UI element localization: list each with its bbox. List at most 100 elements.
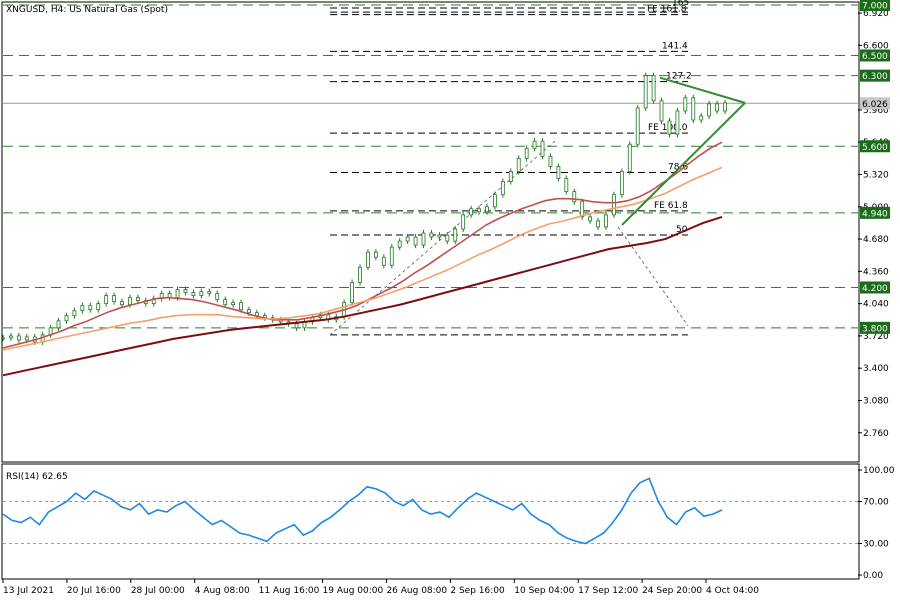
level-tag bbox=[860, 69, 890, 82]
candle-body bbox=[508, 171, 513, 182]
candle-body bbox=[453, 228, 458, 242]
y-tick-label: 5.960 bbox=[863, 106, 889, 116]
y-tick-label: 5.320 bbox=[863, 170, 889, 180]
main-panel bbox=[1, 1, 860, 463]
candle-body bbox=[405, 236, 410, 242]
candle-body bbox=[461, 214, 466, 230]
candle-body bbox=[532, 140, 537, 149]
candle-body bbox=[135, 297, 140, 301]
candle-body bbox=[651, 75, 656, 102]
y-tick-label: 3.720 bbox=[863, 332, 889, 342]
fib-label: 165 bbox=[672, 0, 689, 8]
candle-body bbox=[627, 143, 632, 172]
triangle-pattern bbox=[621, 76, 746, 226]
rsi-tick-label: 0.00 bbox=[863, 571, 883, 581]
candle-body bbox=[619, 171, 624, 196]
x-axis: 13 Jul 2021 20 Jul 16:00 28 Jul 00:00 4 Aug… bbox=[2, 579, 759, 596]
rsi-panel bbox=[1, 463, 860, 580]
price-tags: 7.000 6.500 6.300 5.600 4.940 4.200 3.800 6.026 bbox=[860, 0, 890, 334]
triangle-upper-line bbox=[659, 76, 746, 104]
y-tick-label: 4.680 bbox=[863, 235, 889, 245]
candle-body bbox=[691, 97, 696, 121]
moving-average-line bbox=[2, 166, 723, 351]
series-group bbox=[1, 72, 727, 377]
candle-body bbox=[516, 157, 521, 172]
candle-body bbox=[16, 335, 21, 341]
y-tick-label: 2.760 bbox=[863, 429, 889, 439]
candle-body bbox=[421, 232, 426, 246]
candle-body bbox=[381, 256, 386, 266]
candle-body bbox=[64, 315, 69, 322]
candle-body bbox=[524, 147, 529, 159]
candle-body bbox=[429, 232, 434, 238]
fib-label: 141.4 bbox=[662, 41, 688, 51]
level-tag bbox=[860, 321, 890, 334]
candle-body bbox=[683, 97, 688, 112]
candle-body bbox=[120, 301, 124, 306]
x-tick-label: 26 Aug 08:00 bbox=[386, 586, 447, 596]
candle-body bbox=[675, 110, 680, 135]
candle-body bbox=[572, 191, 577, 203]
candle-body bbox=[183, 289, 188, 293]
level-tag bbox=[860, 206, 890, 219]
moving-average-line bbox=[2, 215, 723, 377]
candle-body bbox=[247, 309, 251, 314]
candle-body bbox=[659, 100, 664, 122]
candle-body bbox=[72, 310, 77, 317]
candle-body bbox=[596, 220, 600, 228]
candle-body bbox=[635, 107, 640, 145]
rsi-group: 100.00 70.00 30.00 0.00 bbox=[2, 466, 895, 581]
candle-body bbox=[350, 282, 354, 304]
current-price-label: 6.026 bbox=[862, 100, 888, 110]
x-tick-label: 10 Sep 04:00 bbox=[514, 586, 574, 596]
level-tag-label: 4.200 bbox=[862, 284, 888, 294]
candle-body bbox=[469, 208, 474, 216]
candle-body bbox=[199, 291, 204, 296]
candle-body bbox=[556, 166, 561, 179]
candle-body bbox=[437, 234, 442, 238]
level-tag bbox=[860, 49, 890, 62]
level-tag-label: 6.300 bbox=[862, 72, 888, 82]
candle-body bbox=[667, 120, 672, 135]
y-tick-label: 6.920 bbox=[863, 9, 889, 19]
level-tag bbox=[860, 140, 890, 153]
current-price-tag bbox=[860, 97, 890, 110]
candle-body bbox=[358, 266, 362, 283]
candle-body bbox=[612, 194, 616, 216]
fib-label: FE 161.8 bbox=[647, 5, 687, 15]
candle-body bbox=[413, 236, 418, 246]
fib-label: 127.2 bbox=[666, 72, 692, 82]
level-tag bbox=[860, 0, 890, 12]
y-tick-label: 4.360 bbox=[863, 267, 889, 277]
rsi-tick-label: 30.00 bbox=[863, 540, 889, 550]
candle-body bbox=[397, 240, 402, 248]
candle-body bbox=[56, 320, 61, 329]
candle-body bbox=[699, 115, 704, 121]
candle-body bbox=[88, 305, 93, 311]
candle-body bbox=[366, 251, 370, 268]
rsi-tick-label: 70.00 bbox=[863, 498, 889, 508]
candle-body bbox=[715, 103, 719, 112]
candle-body bbox=[580, 201, 585, 218]
candle-body bbox=[207, 291, 212, 294]
candle-body bbox=[485, 206, 489, 213]
x-tick-label: 28 Jul 00:00 bbox=[131, 586, 185, 596]
y-tick-label: 3.400 bbox=[863, 364, 889, 374]
chart-title: XNGUSD, H4: US Natural Gas (Spot) bbox=[6, 5, 168, 15]
candle-body bbox=[588, 216, 593, 222]
level-tag-label: 6.500 bbox=[862, 52, 888, 62]
candle-body bbox=[128, 297, 132, 306]
candle-body bbox=[96, 303, 101, 311]
rsi-label: RSI(14) 62.65 bbox=[6, 472, 68, 482]
candle-body bbox=[564, 178, 569, 193]
fib-label: 78.6 bbox=[668, 162, 688, 172]
x-tick-label: 13 Jul 2021 bbox=[3, 586, 54, 596]
candle-body bbox=[104, 295, 109, 305]
candle-body bbox=[9, 335, 13, 339]
candle-body bbox=[548, 155, 553, 167]
level-tag bbox=[860, 281, 890, 294]
candle-body bbox=[707, 103, 712, 117]
triangle-lower-line bbox=[621, 102, 746, 226]
y-tick-label: 4.040 bbox=[863, 300, 889, 310]
